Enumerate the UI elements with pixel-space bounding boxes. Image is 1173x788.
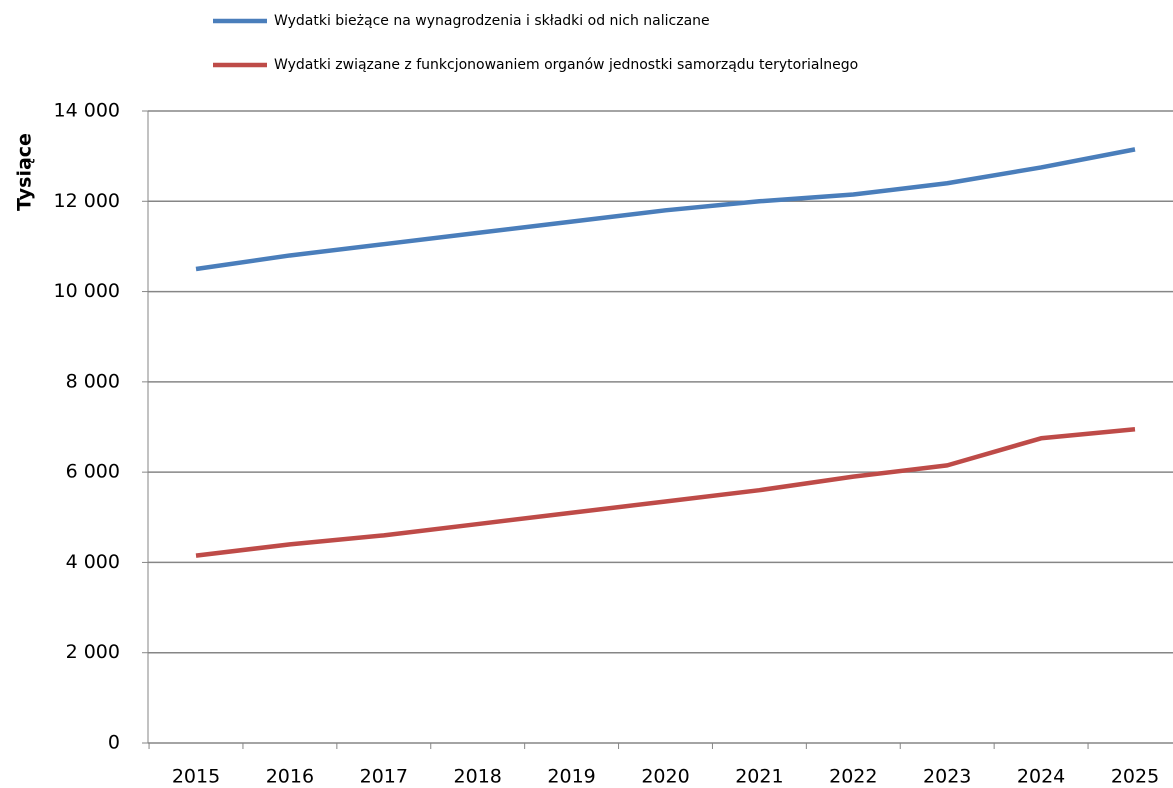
y-tick-label: 10 000	[54, 280, 120, 302]
x-tick-label: 2017	[360, 766, 408, 788]
y-tick-label: 12 000	[54, 190, 120, 212]
y-axis-label: Tysiące	[14, 133, 36, 211]
x-tick-label: 2020	[641, 766, 689, 788]
legend-label: Wydatki bieżące na wynagrodzenia i skład…	[274, 13, 710, 29]
x-tick-label: 2023	[923, 766, 971, 788]
x-tick-label: 2016	[266, 766, 314, 788]
x-tick-label: 2025	[1111, 766, 1159, 788]
x-tick-label: 2022	[829, 766, 877, 788]
series-line	[195, 427, 1136, 558]
y-tick-label: 4 000	[66, 551, 120, 573]
legend-label: Wydatki związane z funkcjonowaniem organ…	[274, 57, 858, 73]
y-tick-label: 2 000	[66, 641, 120, 663]
y-tick-label: 14 000	[54, 100, 120, 122]
y-tick-label: 8 000	[66, 370, 120, 392]
x-tick-label: 2024	[1017, 766, 1065, 788]
series-line	[195, 147, 1136, 272]
x-tick-label: 2018	[454, 766, 502, 788]
x-tick-label: 2019	[547, 766, 595, 788]
x-tick-label: 2021	[735, 766, 783, 788]
y-tick-label: 6 000	[66, 461, 120, 483]
x-tick-label: 2015	[172, 766, 220, 788]
y-tick-label: 0	[108, 732, 120, 754]
